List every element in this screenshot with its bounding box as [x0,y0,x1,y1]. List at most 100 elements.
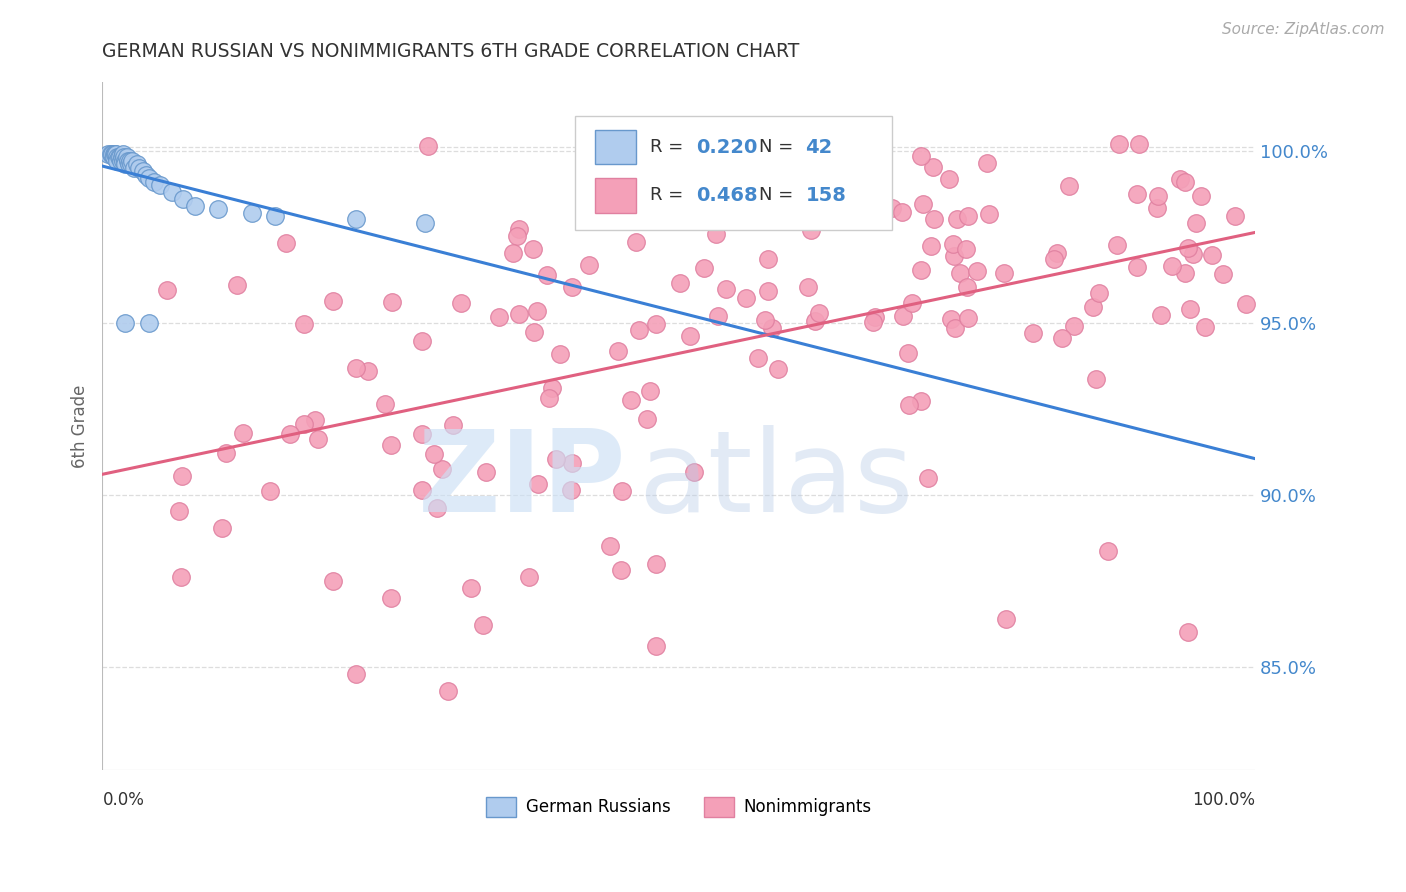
Point [411,483,433,497]
Point [1174,175,1197,189]
Point [114,153,136,168]
Point [232,425,254,440]
Point [735,291,758,305]
Point [322,293,344,308]
Point [104,147,127,161]
Point [561,279,583,293]
Point [536,268,558,282]
Legend: German Russians, Nonimmigrants: German Russians, Nonimmigrants [479,790,879,823]
Text: 100.0%: 100.0% [1192,790,1256,809]
Point [1174,266,1197,280]
Point [322,574,344,588]
Point [502,245,524,260]
Point [107,153,129,168]
Point [995,611,1018,625]
Point [976,155,998,169]
Point [669,276,692,290]
Point [114,157,136,171]
Point [105,147,128,161]
Point [1126,187,1149,202]
Point [108,151,131,165]
Point [1097,544,1119,558]
Point [1177,241,1199,255]
Point [441,418,464,433]
Point [560,457,582,471]
Point [527,477,550,491]
Point [578,258,600,272]
Point [754,313,776,327]
Point [437,683,460,698]
Point [120,157,142,171]
Point [211,521,233,535]
Point [508,307,530,321]
Point [122,161,145,175]
Point [898,398,921,412]
Point [624,235,647,249]
Point [160,185,183,199]
Point [1146,189,1168,203]
Point [100,147,122,161]
Point [1105,237,1128,252]
Point [170,569,193,583]
Point [761,321,783,335]
Point [278,427,301,442]
Point [138,316,160,330]
Text: 0.0%: 0.0% [103,790,145,809]
Point [599,539,621,553]
Point [938,172,960,186]
Text: 0.220: 0.220 [696,137,758,157]
Point [956,311,979,326]
Point [548,347,571,361]
Point [138,171,160,186]
Point [117,153,139,168]
Point [800,223,823,237]
Point [801,160,824,174]
Point [110,153,132,168]
Point [707,309,730,323]
Point [922,160,945,174]
Point [112,147,135,161]
Point [939,311,962,326]
Point [488,310,510,324]
Point [636,412,658,426]
Point [1182,247,1205,261]
Point [526,304,548,318]
Point [803,314,825,328]
Point [747,351,769,366]
Text: GERMAN RUSSIAN VS NONIMMIGRANTS 6TH GRADE CORRELATION CHART: GERMAN RUSSIAN VS NONIMMIGRANTS 6TH GRAD… [103,42,800,61]
Point [900,295,922,310]
Point [544,452,567,467]
Point [838,136,860,151]
Point [683,465,706,479]
Point [380,591,402,605]
Point [215,446,238,460]
Point [226,278,249,293]
Point [294,317,316,331]
Point [1063,319,1085,334]
Point [679,329,702,343]
Point [890,204,912,219]
Point [1194,320,1216,334]
Point [818,176,841,190]
Point [125,157,148,171]
Point [149,178,172,192]
Point [115,151,138,165]
Point [638,384,661,399]
Point [471,618,494,632]
Point [644,639,666,653]
Point [977,207,1000,221]
Point [276,236,298,251]
Point [787,166,810,180]
Text: 42: 42 [806,137,832,157]
Point [541,381,564,395]
Point [1088,285,1111,300]
Point [945,212,967,227]
Point [1223,209,1246,223]
Point [103,151,125,165]
Point [1046,246,1069,260]
Text: 158: 158 [806,186,846,205]
Point [523,326,546,340]
Point [112,151,135,165]
Point [183,199,205,213]
Point [807,306,830,320]
